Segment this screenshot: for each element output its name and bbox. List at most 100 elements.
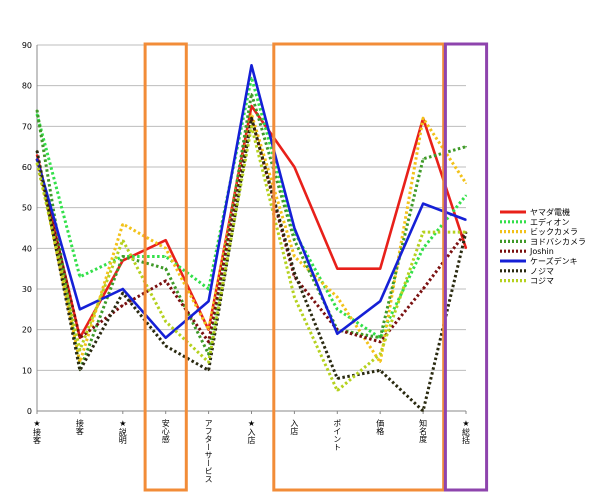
data-point: [465, 182, 467, 185]
data-point: [336, 296, 339, 298]
x-tick-label: アフターサービス: [204, 419, 213, 483]
data-point: [465, 231, 467, 233]
data-point: [293, 239, 296, 241]
data-point: [379, 300, 382, 303]
series-line-4: [35, 116, 468, 344]
data-point: [422, 410, 424, 412]
data-point: [207, 353, 210, 355]
data-point: [79, 276, 81, 278]
y-axis: 0 10 20 30 40 50 60 70 80 90: [22, 41, 38, 416]
data-point: [422, 231, 424, 233]
legend-label: コジマ: [530, 277, 554, 286]
data-point: [36, 158, 38, 160]
data-point: [164, 239, 167, 241]
data-point: [379, 369, 382, 372]
data-point: [422, 202, 424, 205]
x-tick-label: ポイント: [333, 419, 342, 451]
y-tick-label: 30: [22, 285, 32, 294]
data-point: [379, 341, 382, 343]
data-point: [250, 125, 253, 128]
x-tick-label: 入店: [290, 419, 299, 436]
data-point: [250, 105, 253, 107]
data-point: [164, 337, 167, 339]
series-line-0: [35, 104, 468, 340]
series-line-2: [35, 112, 468, 364]
data-point: [293, 227, 296, 229]
series-line-7: [35, 124, 466, 393]
highlight-boxes: [143, 42, 489, 492]
data-point: [207, 300, 210, 303]
data-point: [465, 247, 467, 250]
data-point: [336, 377, 339, 380]
data-point: [207, 328, 210, 331]
data-point: [164, 247, 167, 250]
y-tick-label: 20: [22, 326, 32, 335]
data-point: [122, 255, 124, 258]
data-point: [79, 337, 81, 339]
data-point: [293, 271, 296, 274]
x-tick-label: 安心感: [161, 418, 170, 443]
data-point: [465, 194, 467, 197]
data-point: [122, 292, 124, 294]
series-line-1: [35, 76, 468, 340]
data-point: [79, 369, 81, 372]
data-point: [379, 267, 382, 270]
data-point: [379, 361, 382, 364]
data-point: [293, 296, 296, 298]
data-point: [293, 255, 296, 258]
x-tick-label: 知名度: [419, 418, 428, 444]
data-point: [36, 113, 38, 115]
data-point: [336, 389, 339, 392]
data-point: [122, 239, 124, 241]
legend-label: ヤマダ電機: [530, 207, 570, 217]
data-point: [79, 349, 81, 351]
data-point: [250, 64, 253, 67]
x-tick-label: ★接客: [33, 419, 42, 445]
data-point: [336, 332, 339, 335]
highlight-box-0: [143, 42, 188, 492]
y-tick-label: 70: [22, 122, 32, 131]
highlight-box-1: [272, 42, 446, 492]
series-line-6: [35, 116, 468, 413]
data-point: [379, 337, 382, 339]
legend-label: エディオン: [530, 217, 569, 227]
y-tick-label: 80: [22, 82, 32, 91]
data-point: [293, 166, 296, 168]
y-tick-label: 0: [27, 407, 32, 416]
legend-label: ケーズデンキ: [530, 256, 578, 266]
data-point: [422, 247, 424, 250]
data-point: [250, 113, 253, 115]
data-point: [250, 93, 253, 95]
data-point: [465, 219, 467, 221]
data-point: [122, 223, 124, 225]
data-point: [36, 162, 38, 164]
y-tick-label: 40: [22, 244, 32, 253]
x-tick-label: ★総括: [462, 419, 471, 445]
y-tick-label: 60: [22, 163, 32, 172]
data-point: [36, 109, 38, 111]
legend-label: ノジマ: [530, 267, 554, 276]
data-point: [122, 288, 124, 290]
data-point: [164, 320, 167, 323]
x-tick-label: ★入店: [247, 419, 256, 445]
y-tick-label: 50: [22, 204, 32, 213]
data-point: [465, 145, 467, 148]
data-point: [207, 288, 210, 290]
data-point: [164, 255, 167, 258]
data-point: [122, 304, 124, 307]
data-point: [422, 158, 424, 160]
data-point: [207, 369, 210, 372]
data-point: [336, 267, 339, 270]
x-axis: ★接客 接客 ★説明 安心感 アフターサービス ★入店 入店 ポイント 価格 知名度 ★総括: [33, 410, 471, 483]
series-line-3: [35, 92, 467, 372]
data-point: [336, 308, 339, 311]
y-tick-label: 10: [22, 366, 32, 375]
y-tick-label: 90: [22, 41, 32, 50]
grid: [37, 44, 466, 412]
data-point: [36, 154, 38, 156]
x-tick-label: 接客: [75, 418, 84, 436]
highlight-box-2: [443, 42, 489, 492]
legend-label: ヨドバシカメラ: [530, 237, 586, 246]
data-point: [164, 280, 167, 282]
